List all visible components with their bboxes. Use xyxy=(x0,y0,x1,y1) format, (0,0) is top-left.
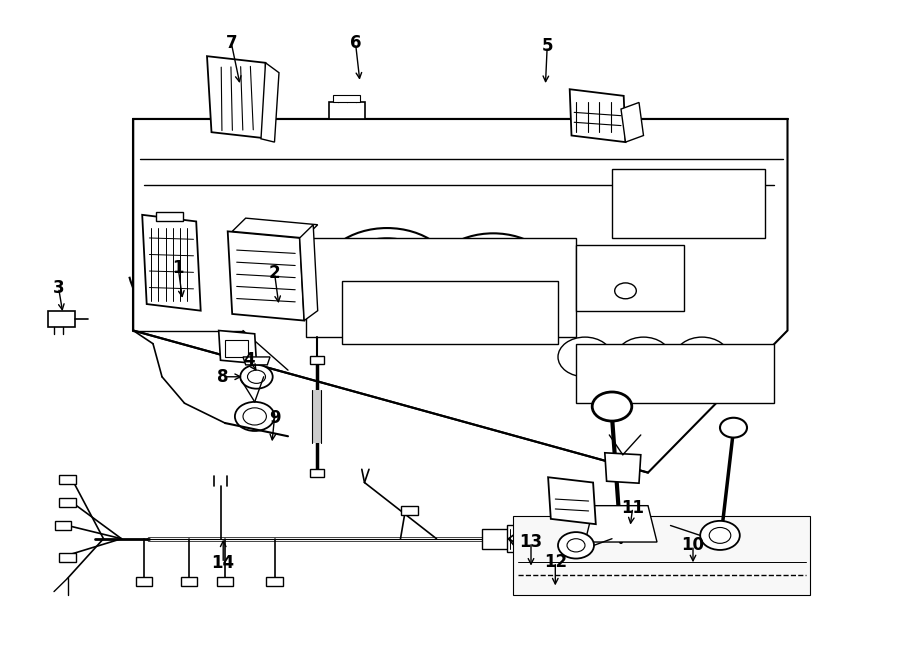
Bar xyxy=(59,498,76,507)
Polygon shape xyxy=(570,89,626,142)
Polygon shape xyxy=(243,357,270,365)
Bar xyxy=(328,102,364,119)
Bar xyxy=(55,521,71,530)
Text: 14: 14 xyxy=(212,554,235,572)
Text: 12: 12 xyxy=(544,553,567,571)
Bar xyxy=(136,577,152,586)
Circle shape xyxy=(243,408,266,425)
Polygon shape xyxy=(142,215,201,311)
Polygon shape xyxy=(306,238,576,337)
Text: 8: 8 xyxy=(217,368,228,386)
Polygon shape xyxy=(228,231,304,321)
Bar xyxy=(156,212,183,221)
Text: 11: 11 xyxy=(621,498,644,517)
Bar xyxy=(342,281,558,344)
Text: 2: 2 xyxy=(269,264,280,282)
Bar xyxy=(181,577,197,586)
Text: 7: 7 xyxy=(226,34,237,52)
Polygon shape xyxy=(232,218,318,238)
Polygon shape xyxy=(261,63,279,142)
Polygon shape xyxy=(207,56,270,139)
Bar xyxy=(507,525,538,552)
Circle shape xyxy=(616,337,670,377)
Bar xyxy=(576,245,684,311)
Circle shape xyxy=(235,402,274,431)
Bar xyxy=(576,344,774,403)
Text: 3: 3 xyxy=(53,278,64,297)
Bar xyxy=(612,169,765,238)
Text: 13: 13 xyxy=(519,533,543,551)
Text: 1: 1 xyxy=(173,258,184,277)
Text: 9: 9 xyxy=(269,408,280,427)
Circle shape xyxy=(248,370,266,383)
Polygon shape xyxy=(513,516,810,595)
Circle shape xyxy=(709,527,731,543)
Bar xyxy=(401,506,418,515)
Circle shape xyxy=(700,521,740,550)
Circle shape xyxy=(675,337,729,377)
Circle shape xyxy=(320,228,454,327)
Circle shape xyxy=(333,238,441,317)
Polygon shape xyxy=(585,506,657,542)
Text: 10: 10 xyxy=(681,536,705,555)
Bar xyxy=(266,577,283,586)
Polygon shape xyxy=(605,453,641,483)
Bar xyxy=(310,469,324,477)
Bar xyxy=(333,95,360,102)
Bar xyxy=(312,390,321,443)
Circle shape xyxy=(567,539,585,552)
Text: 5: 5 xyxy=(542,37,553,56)
Text: 6: 6 xyxy=(350,34,361,52)
Circle shape xyxy=(615,283,636,299)
Circle shape xyxy=(428,233,558,329)
Bar xyxy=(59,475,76,484)
Bar xyxy=(59,553,76,562)
Bar xyxy=(482,529,508,549)
Circle shape xyxy=(441,243,545,319)
Text: 4: 4 xyxy=(244,351,255,369)
Circle shape xyxy=(240,365,273,389)
Circle shape xyxy=(720,418,747,438)
Bar xyxy=(217,577,233,586)
Polygon shape xyxy=(133,119,788,473)
Polygon shape xyxy=(219,330,256,364)
Circle shape xyxy=(558,532,594,559)
Circle shape xyxy=(558,337,612,377)
Bar xyxy=(310,356,324,364)
Circle shape xyxy=(592,392,632,421)
Bar xyxy=(48,311,75,327)
Polygon shape xyxy=(621,102,644,142)
Bar xyxy=(225,340,248,357)
Polygon shape xyxy=(548,477,596,524)
Polygon shape xyxy=(300,225,318,321)
